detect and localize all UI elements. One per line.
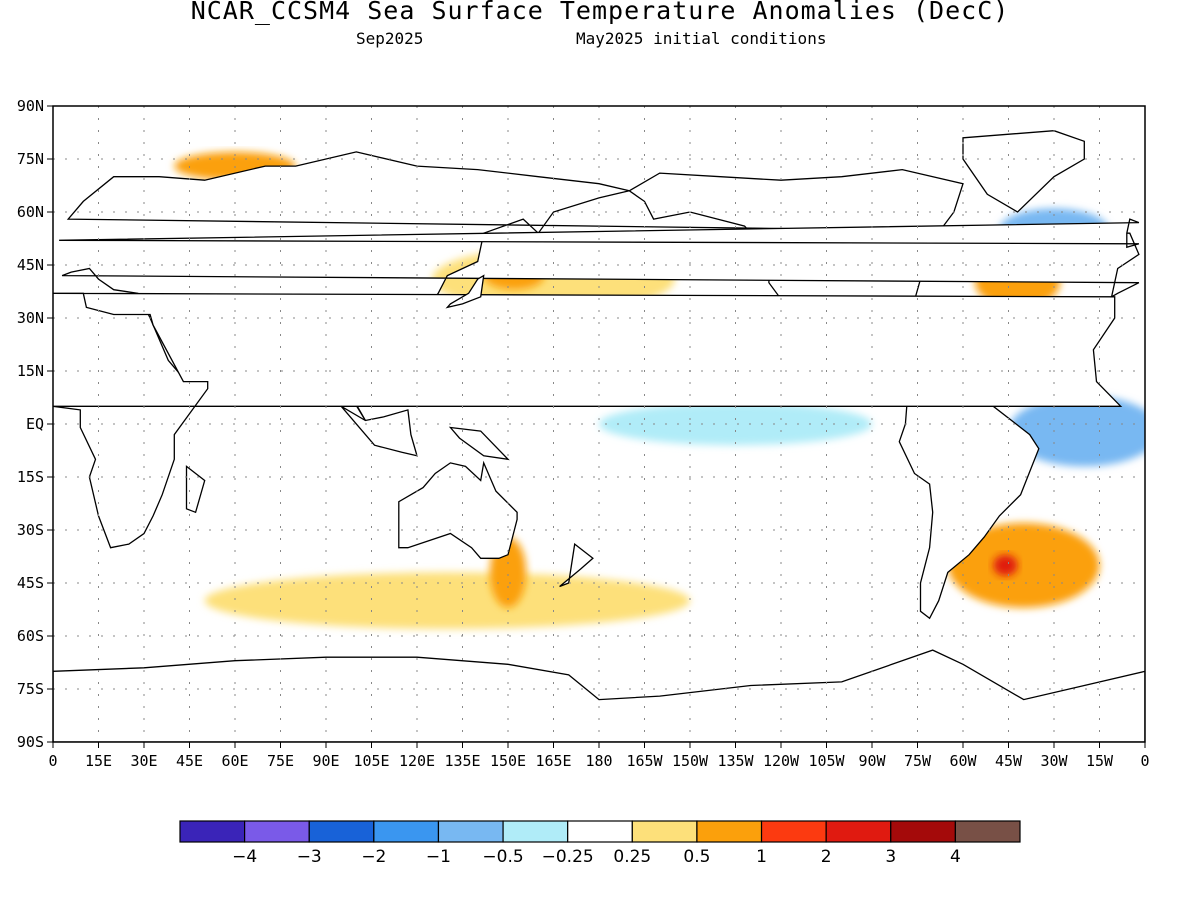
colorbar-swatch xyxy=(437,820,504,843)
lon-tick-label: 75E xyxy=(267,752,294,770)
lon-tick-label: 165W xyxy=(626,752,663,770)
lon-tick-label: 30W xyxy=(1040,752,1068,770)
lon-tick-label: 135W xyxy=(717,752,754,770)
colorbar-label: 2 xyxy=(821,847,832,867)
lon-tick-label: 120W xyxy=(763,752,800,770)
colorbar-label: 1 xyxy=(756,847,767,867)
landmass-japan xyxy=(445,274,485,309)
lon-tick-label: 180 xyxy=(585,752,612,770)
valid-month-label: Sep2025 xyxy=(356,29,424,48)
landmass-new-guinea xyxy=(448,426,510,461)
lon-tick-label: 60W xyxy=(949,752,977,770)
lat-tick-label: 30N xyxy=(17,309,44,327)
lon-tick-label: 135E xyxy=(444,752,480,770)
colorbar-swatch xyxy=(954,820,1021,843)
colorbar-swatch xyxy=(631,820,698,843)
colorbar-swatch xyxy=(373,820,440,843)
landmass-madagascar xyxy=(185,465,206,514)
colorbar-swatch xyxy=(696,820,763,843)
lat-tick-label: 30S xyxy=(17,521,44,539)
lat-tick-label: EQ xyxy=(26,415,44,433)
lon-tick-label: 45E xyxy=(176,752,203,770)
colorbar-label: −2 xyxy=(361,847,386,867)
lon-tick-label: 75W xyxy=(904,752,932,770)
lon-tick-label: 90E xyxy=(312,752,339,770)
anomaly-region-9 xyxy=(993,554,1018,576)
latitude-axis: 90N 75N 60N 45N 30N 15N EQ 15S 30S 45S 60S 75S 90S xyxy=(17,97,53,751)
chart-title: NCAR_CCSM4 Sea Surface Temperature Anoma… xyxy=(190,0,1010,25)
lat-tick-label: 45N xyxy=(17,256,44,274)
landmass-greenland xyxy=(962,130,1085,213)
landmass-uk xyxy=(59,218,1140,249)
lon-tick-label: 15W xyxy=(1086,752,1114,770)
colorbar-swatch xyxy=(825,820,892,843)
lat-tick-label: 75N xyxy=(17,150,44,168)
lon-tick-label: 45W xyxy=(995,752,1023,770)
lat-tick-label: 45S xyxy=(17,574,44,592)
colorbar-label: −4 xyxy=(232,847,257,867)
lon-tick-label: 165E xyxy=(535,752,571,770)
colorbar-swatch xyxy=(567,820,633,843)
colorbar: −4 −3 −2 −1 −0.5 −0.25 0.25 0.5 1 2 3 4 xyxy=(179,820,1021,867)
colorbar-swatch xyxy=(890,820,956,843)
colorbar-label: 0.5 xyxy=(683,847,710,867)
lon-tick-label: 90W xyxy=(858,752,886,770)
lon-tick-label: 15E xyxy=(85,752,112,770)
lat-tick-label: 75S xyxy=(17,680,44,698)
lon-tick-label: 150W xyxy=(672,752,709,770)
colorbar-swatch xyxy=(179,820,246,843)
landmass-africa xyxy=(53,292,1123,549)
anomaly-region-8 xyxy=(947,522,1100,608)
landmass-new-zealand xyxy=(559,542,594,588)
lon-tick-label: 0 xyxy=(48,752,57,770)
lat-tick-label: 15N xyxy=(17,362,44,380)
lon-tick-label: 105E xyxy=(353,752,389,770)
landmass-south-america xyxy=(898,384,1040,620)
lat-tick-label: 60S xyxy=(17,627,44,645)
lon-tick-label: 0 xyxy=(1140,752,1149,770)
colorbar-label: 4 xyxy=(950,847,961,867)
lon-tick-label: 120E xyxy=(399,752,435,770)
lon-tick-label: 60E xyxy=(221,752,248,770)
anomaly-region-5 xyxy=(1008,395,1145,467)
colorbar-label: 0.25 xyxy=(613,847,651,867)
lat-tick-label: 60N xyxy=(17,203,44,221)
colorbar-swatch xyxy=(502,820,569,843)
initial-conditions-label: May2025 initial conditions xyxy=(576,29,827,48)
colorbar-label: −0.25 xyxy=(542,847,594,867)
lon-tick-label: 30E xyxy=(130,752,157,770)
landmass-australia xyxy=(398,460,518,559)
lon-tick-label: 105W xyxy=(808,752,845,770)
lat-tick-label: 15S xyxy=(17,468,44,486)
longitude-axis: 0 15E 30E 45E 60E 75E 90E 105E 120E 135E 150E 165E 1… xyxy=(48,742,1150,770)
grid-layer xyxy=(53,106,1145,742)
colorbar-label: −1 xyxy=(426,847,451,867)
colorbar-label: 3 xyxy=(885,847,896,867)
colorbar-swatch xyxy=(244,820,310,843)
colorbar-label: −0.5 xyxy=(482,847,523,867)
anomaly-region-6 xyxy=(204,572,690,629)
lat-tick-label: 90N xyxy=(17,97,44,115)
colorbar-swatch xyxy=(760,820,827,843)
colorbar-label: −3 xyxy=(297,847,322,867)
lon-tick-label: 150E xyxy=(490,752,526,770)
anomaly-region-4 xyxy=(599,402,872,446)
lat-tick-label: 90S xyxy=(17,733,44,751)
colorbar-swatch xyxy=(308,820,375,843)
